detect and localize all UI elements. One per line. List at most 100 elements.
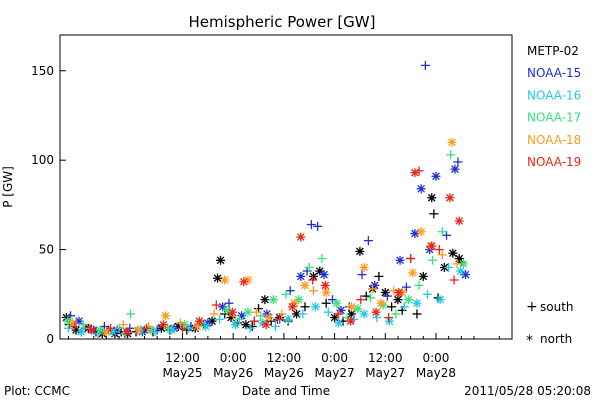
south-point [235,314,245,324]
south-point [428,255,438,265]
south-point [126,309,136,319]
north-point [332,298,342,308]
north-point [296,232,306,242]
north-point [447,137,457,147]
south-point [356,295,366,305]
x-tick-date: May25 [162,366,202,380]
north-point [122,327,132,337]
north-point [101,327,111,337]
south-point [308,275,318,285]
north-point [416,184,426,194]
north-point [194,316,204,326]
marker-label: north [540,332,572,346]
marker-legend: + south * north [526,299,574,349]
south-point [446,150,456,160]
south-point [437,250,447,260]
south-point [333,309,343,319]
north-point [319,270,329,280]
north-point [384,316,394,326]
south-point [452,259,462,269]
legend-entry: NOAA-17 [527,111,581,125]
south-point [209,309,219,319]
south-point [429,209,439,219]
south-point [420,60,430,70]
south-point [361,291,371,301]
north-point [167,325,177,335]
north-point [230,320,240,330]
north-point [395,255,405,265]
south-point [368,284,378,294]
legend: METP-02 NOAA-15 NOAA-16 NOAA-17 NOAA-18 NOAA-… [527,44,581,169]
marker-symbol: + [526,299,538,315]
north-point [353,304,363,314]
south-point [300,302,310,312]
chart-title: Hemispheric Power [GW] [189,13,376,31]
north-point [213,273,223,283]
footer-timestamp: 2011/05/28 05:20:08 [464,384,591,398]
marker-symbol: * [526,333,533,349]
south-point [245,323,255,333]
x-tick-time: 12:00 [368,351,403,365]
south-point [444,262,454,272]
north-point [261,320,271,330]
legend-entry: METP-02 [527,44,579,58]
south-point [449,275,459,285]
x-tick-time: 12:00 [267,351,302,365]
north-point [410,228,420,238]
south-point [365,293,375,303]
north-point [334,318,344,328]
y-tick-label: 50 [39,243,54,257]
y-tick-label: 100 [31,153,54,167]
legend-entry: NOAA-16 [527,88,581,102]
south-point [142,323,152,333]
south-point [308,286,318,296]
north-point [359,262,369,272]
south-point [251,307,261,317]
north-point [416,227,426,237]
north-point [418,271,428,281]
north-point [227,307,237,317]
south-point [247,321,257,331]
south-point [281,289,291,299]
x-tick-date: May27 [365,366,405,380]
south-point [357,270,367,280]
south-point [437,227,447,237]
x-tick-date: May26 [264,366,304,380]
south-point [453,157,463,167]
south-point [313,221,323,231]
north-point [287,302,297,312]
south-point [387,302,397,312]
north-point [268,295,278,305]
north-point [158,320,168,330]
north-point [283,314,293,324]
south-point [270,321,280,331]
north-point [133,325,143,335]
south-point [374,271,384,281]
south-point [434,245,444,255]
x-tick-time: 0:00 [321,351,348,365]
x-tick-time: 0:00 [422,351,449,365]
north-point [264,313,274,323]
x-axis-ticks: 12:00May250:00May2612:00May260:00May2712… [67,333,500,380]
south-point [118,320,128,330]
plot-frame [59,34,513,340]
legend-entry: NOAA-19 [527,155,581,169]
marker-label: south [540,300,574,314]
north-point [311,302,321,312]
north-point [393,295,403,305]
south-point [372,313,382,323]
south-point [298,309,308,319]
data-points [61,60,471,339]
south-point [144,321,154,331]
north-point [220,275,230,285]
north-point [404,295,414,305]
north-point [376,298,386,308]
south-point [304,262,314,272]
south-point [211,300,221,310]
north-point [300,280,310,290]
north-point [346,316,356,326]
north-point [461,270,471,280]
south-point [215,314,225,324]
north-point [239,277,249,287]
